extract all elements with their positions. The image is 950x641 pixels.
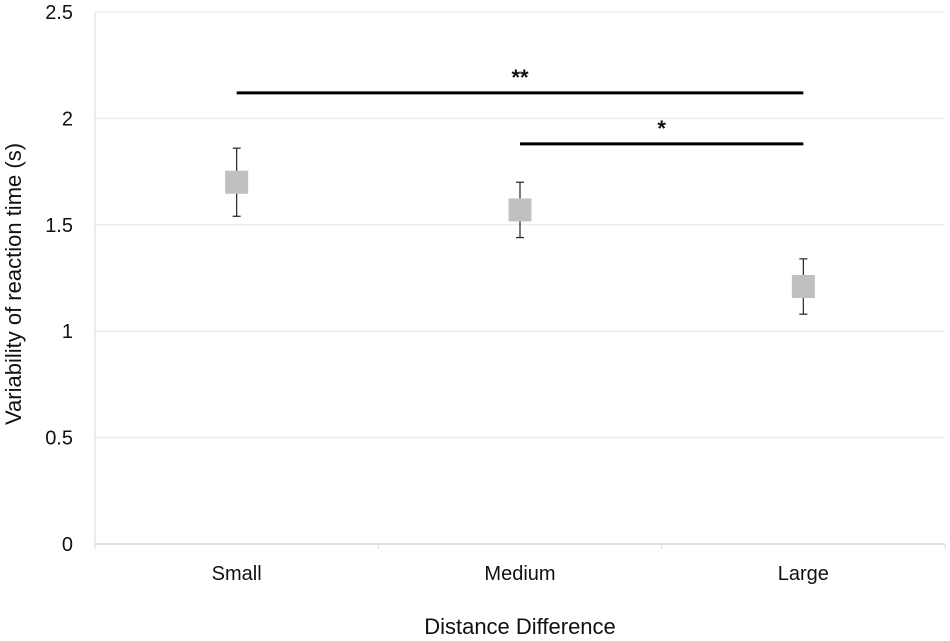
- y-tick-label: 1.5: [45, 215, 73, 237]
- y-tick-label: 2.5: [45, 2, 73, 24]
- y-tick-label: 0: [62, 534, 73, 556]
- y-tick-label: 0.5: [45, 428, 73, 450]
- y-tick-label: 2: [62, 108, 73, 130]
- significance-bars: ***: [236, 65, 804, 146]
- y-axis-title: Variability of reaction time (s): [1, 143, 26, 425]
- x-tick-label: Large: [778, 563, 829, 585]
- data-point-marker: [225, 170, 249, 194]
- data-points: [225, 147, 815, 315]
- x-tick-labels: Small Medium Large: [212, 563, 829, 585]
- y-tick-labels: 0 0.5 1 1.5 2 2.5: [45, 2, 73, 556]
- x-tick-label: Small: [212, 563, 262, 585]
- y-tick-label: 1: [62, 321, 73, 343]
- data-point-marker: [791, 275, 815, 299]
- significance-label: *: [657, 116, 666, 141]
- significance-label: **: [511, 65, 529, 90]
- data-point-marker: [508, 198, 532, 222]
- x-axis-title: Distance Difference: [424, 614, 616, 639]
- x-tick-label: Medium: [484, 563, 555, 585]
